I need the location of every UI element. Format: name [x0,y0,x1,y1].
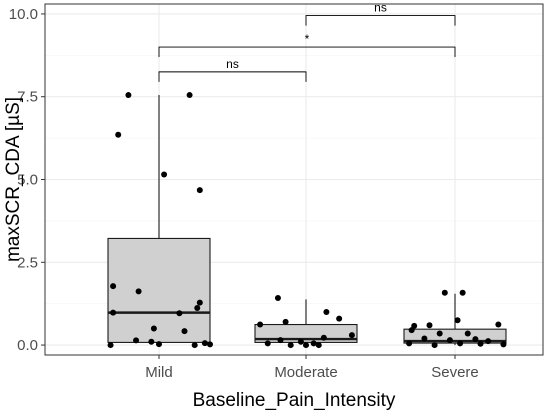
data-point [207,341,213,348]
data-point [115,131,122,138]
data-point [323,308,330,315]
significance-label: * [305,32,310,46]
data-point [441,289,448,296]
data-point [320,334,327,341]
data-point [348,332,355,339]
data-point [431,342,438,349]
box-series [107,95,507,346]
x-tick-label: Severe [431,364,479,381]
y-axis-title: maxSCR_CDA [µS] [3,97,24,262]
data-point [161,171,168,178]
data-point [274,295,281,302]
data-point [477,340,484,347]
data-point [277,337,284,344]
data-point [472,336,479,343]
data-point [194,304,201,311]
data-point [426,322,433,329]
significance-brackets: ns * ns [158,1,456,82]
data-point [176,310,183,317]
jitter-points [107,92,507,349]
data-point [436,330,443,337]
x-tick-label: Moderate [274,364,337,381]
x-axis-title: Baseline_Pain_Intensity [193,390,396,411]
significance-bracket [158,71,307,82]
box-severe [403,328,507,344]
y-tick-label: 2.5 [17,254,38,271]
data-point [459,289,466,296]
x-axis-ticks: Mild Moderate Severe [145,355,479,381]
data-point [287,342,294,349]
data-point [196,299,203,306]
data-point [201,340,208,347]
data-point [133,337,140,344]
y-tick-label: 0.0 [17,337,38,354]
data-point [196,187,203,194]
data-point [135,288,142,295]
significance-bracket [158,46,456,58]
data-point [310,340,317,347]
data-point [406,340,413,347]
data-point [156,341,162,348]
data-point [421,335,428,342]
box-mild [107,237,211,343]
y-axis-ticks: 0.0 2.5 5.0 7.5 10.0 [9,6,45,354]
data-point [150,325,157,332]
data-point [110,283,117,290]
significance-bracket [305,15,456,26]
data-point [191,342,198,349]
data-point [186,92,193,99]
data-point [495,321,502,328]
data-point [500,341,507,348]
data-point [457,340,464,347]
x-tick-label: Mild [145,364,173,381]
y-tick-label: 5.0 [17,172,38,189]
data-point [264,340,271,347]
y-tick-label: 10.0 [9,6,38,23]
data-point [181,328,188,335]
data-point [125,92,132,99]
data-point [315,342,322,349]
data-point [336,315,343,322]
significance-label: ns [374,1,387,15]
data-point [257,321,264,328]
data-point [110,309,117,316]
data-point [297,338,304,345]
data-point [485,338,492,345]
y-tick-label: 7.5 [17,89,38,106]
data-point [446,337,453,344]
significance-label: ns [226,57,239,71]
data-point [454,317,461,324]
data-point [464,330,471,337]
data-point [107,342,114,349]
data-point [282,318,289,325]
data-point [148,338,155,345]
data-point [408,327,415,334]
data-point [303,342,309,349]
